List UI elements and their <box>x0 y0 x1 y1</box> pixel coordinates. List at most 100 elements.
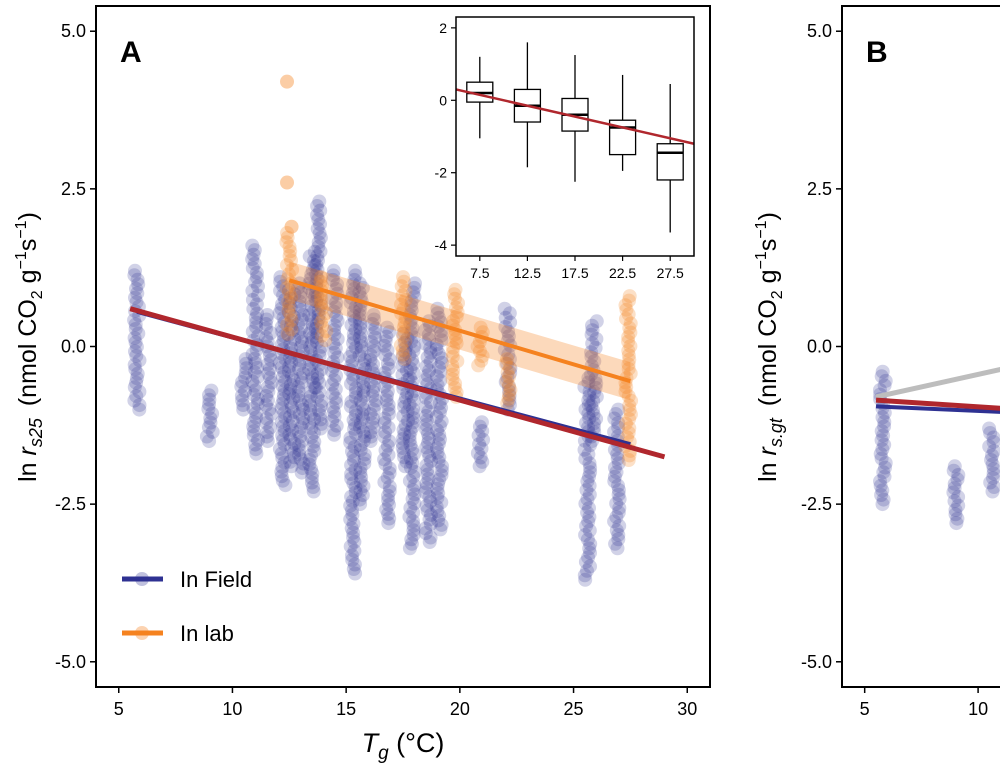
field-point <box>313 244 328 259</box>
field-point <box>236 402 251 417</box>
field-point <box>355 398 370 413</box>
field-point <box>245 374 260 389</box>
field-point <box>406 343 421 358</box>
field-point <box>245 292 260 307</box>
field-column <box>290 276 311 480</box>
field-point <box>404 532 419 547</box>
field-point <box>418 323 433 338</box>
field-point <box>431 513 446 528</box>
field-point <box>377 411 392 426</box>
field-point <box>327 423 342 438</box>
field-point <box>381 516 396 531</box>
field-point <box>586 394 601 409</box>
field-point <box>407 487 422 502</box>
field-point <box>312 376 327 391</box>
field-point <box>403 361 418 376</box>
field-point <box>395 436 410 451</box>
field-point <box>199 429 214 444</box>
x-tick-label: 25 <box>564 699 584 719</box>
field-point <box>578 554 593 569</box>
field-point <box>404 325 419 340</box>
field-point <box>348 408 363 423</box>
field-point <box>434 328 449 343</box>
field-point <box>402 429 417 444</box>
lab-point <box>446 363 461 378</box>
field-point <box>377 379 392 394</box>
field-point <box>276 288 291 303</box>
lab-point <box>314 328 329 343</box>
field-point <box>430 481 445 496</box>
field-point <box>348 426 363 441</box>
field-point <box>277 383 292 398</box>
field-point <box>250 369 265 384</box>
field-point <box>128 263 142 278</box>
field-point <box>310 262 325 277</box>
lab-point <box>619 311 633 326</box>
field-point <box>368 321 383 336</box>
field-point <box>285 423 300 438</box>
lab-point <box>397 324 412 339</box>
field-point <box>276 387 291 402</box>
field-point <box>329 295 344 310</box>
field-point <box>356 479 371 494</box>
field-point <box>421 404 436 419</box>
field-point <box>587 385 602 400</box>
lab-point <box>618 416 633 431</box>
field-point <box>343 498 358 513</box>
field-point <box>401 413 415 428</box>
field-point <box>294 339 309 354</box>
lab-point <box>281 267 296 282</box>
field-point <box>274 464 289 479</box>
panel-b-fit-lines <box>875 367 1000 414</box>
field-point <box>303 389 318 404</box>
field-point <box>503 365 518 380</box>
field-point <box>474 441 489 456</box>
field-point <box>344 521 359 536</box>
field-point <box>607 514 622 529</box>
field-column <box>873 364 893 512</box>
field-point <box>582 384 597 399</box>
field-point <box>405 482 420 497</box>
inset-fit-line <box>455 88 695 145</box>
field-point <box>422 363 437 378</box>
field-point <box>344 471 359 486</box>
field-point <box>264 407 279 422</box>
field-point <box>282 296 297 311</box>
field-point <box>286 309 301 324</box>
field-point <box>234 388 249 403</box>
y-tick-label: 5.0 <box>807 21 832 41</box>
field-point <box>432 418 447 433</box>
field-point <box>405 456 420 470</box>
field-point <box>343 512 358 527</box>
field-point <box>498 320 513 334</box>
field-point <box>259 389 274 403</box>
field-point <box>397 450 412 465</box>
field-point <box>583 559 597 574</box>
field-point <box>875 442 890 457</box>
field-point <box>259 398 273 413</box>
field-point <box>580 492 595 507</box>
field-point <box>303 339 318 354</box>
field-point <box>873 446 888 461</box>
field-point <box>419 417 434 432</box>
field-point <box>310 317 325 332</box>
lab-point <box>318 306 333 321</box>
field-point <box>877 405 892 420</box>
field-point <box>406 514 420 529</box>
field-point <box>312 194 327 209</box>
field-point <box>366 420 381 435</box>
field-point <box>355 280 370 295</box>
field-point <box>328 341 343 356</box>
field-point <box>404 388 419 403</box>
field-point <box>874 451 889 466</box>
field-point <box>353 443 368 458</box>
field-point <box>344 318 359 332</box>
field-point <box>273 283 288 298</box>
field-point <box>432 427 447 442</box>
field-point <box>328 391 343 406</box>
field-point <box>381 397 396 412</box>
field-point <box>406 411 421 426</box>
field-column <box>982 421 1000 499</box>
field-point <box>302 394 316 409</box>
field-point <box>353 321 368 336</box>
